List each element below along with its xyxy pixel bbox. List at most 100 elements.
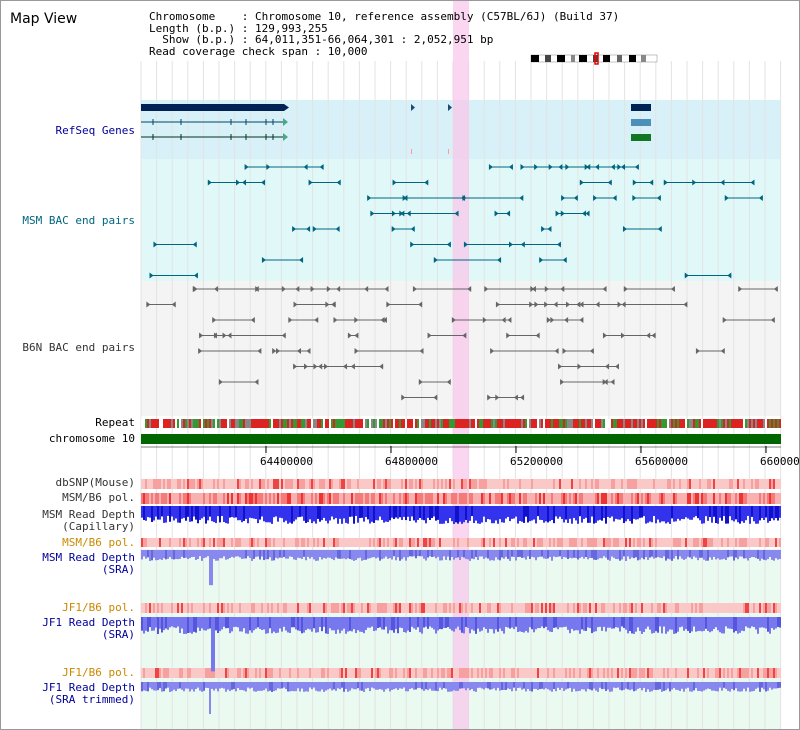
jf1-b6-pol-heat (581, 603, 583, 613)
msm-b6-pol-heat (757, 538, 759, 547)
msm-b6-pol-heat (313, 538, 315, 547)
jf1-depth-sra-bar (145, 617, 147, 631)
msm-b6-pol-heat (717, 538, 719, 547)
track-label-refseq[interactable]: RefSeq Genes (55, 124, 135, 137)
repeat-segment (269, 419, 271, 428)
jf1-b6-pol-heat (211, 603, 213, 613)
track-label-b6n-bac[interactable]: B6N BAC end pairs (22, 341, 135, 354)
jf1-b6-pol-heat (415, 603, 417, 613)
track-label-msm-depth-capillary[interactable]: MSM Read Depth (Capillary) (42, 508, 135, 533)
jf1-b6-pol-heat (775, 668, 777, 678)
msm-b6-pol-heat (293, 493, 295, 504)
b6n-bac-end (529, 301, 534, 308)
track-label-jf1-depth-trimmed[interactable]: JF1 Read Depth (SRA trimmed) (42, 681, 135, 706)
msm-b6-pol-heat (307, 538, 309, 547)
msm-b6-pol-heat (625, 538, 627, 547)
jf1-depth-trimmed-bar (555, 682, 557, 692)
repeat-segment (707, 419, 709, 428)
msm-depth-sra-bar (775, 550, 777, 559)
repeat-segment (233, 419, 235, 428)
msm-b6-pol-heat (697, 493, 699, 504)
jf1-b6-pol-heat (277, 603, 279, 613)
jf1-depth-sra-bar (749, 617, 751, 629)
msm-depth-sra-bar (227, 550, 229, 560)
jf1-depth-trimmed-bar (657, 682, 659, 690)
jf1-depth-trimmed-bar (355, 682, 357, 690)
msm-depth-sra-bar (591, 550, 593, 558)
msm-depth-capillary-bar (521, 506, 523, 522)
msm-b6-pol-heat (615, 538, 617, 547)
jf1-depth-sra-bar (697, 617, 699, 632)
msm-b6-pol-heat (655, 493, 657, 504)
msm-depth-capillary-bar (377, 506, 379, 521)
msm-depth-capillary-bar (151, 506, 153, 523)
msm-depth-sra-bar (537, 550, 539, 558)
track-label-jf1-b6-pol-2[interactable]: JF1/B6 pol. (62, 666, 135, 679)
jf1-b6-pol-heat (623, 603, 625, 613)
jf1-b6-pol-heat (245, 668, 247, 678)
msm-depth-capillary-bar (613, 506, 615, 522)
jf1-depth-sra-bar (391, 617, 393, 631)
jf1-b6-pol-heat (543, 668, 545, 678)
jf1-depth-sra-bar (567, 617, 569, 630)
track-label-dbsnp[interactable]: dbSNP(Mouse) (55, 476, 135, 489)
dbsnp-heat (339, 479, 341, 489)
jf1-depth-trimmed-bar (741, 682, 743, 692)
repeat-segment (539, 419, 541, 428)
jf1-depth-trimmed-bar (715, 682, 717, 692)
dbsnp-heat (493, 479, 495, 489)
msm-bac-end (556, 241, 561, 248)
b6n-bac-end (427, 332, 432, 339)
msm-b6-pol-heat (439, 493, 441, 504)
jf1-b6-pol-heat (589, 603, 591, 613)
msm-b6-pol-heat (473, 538, 475, 547)
dbsnp-heat (661, 479, 663, 489)
jf1-b6-pol-heat (241, 603, 243, 613)
dbsnp-heat (671, 479, 673, 489)
msm-b6-pol-heat (339, 493, 341, 504)
dbsnp-heat (667, 479, 669, 489)
track-label-jf1-b6-pol-1[interactable]: JF1/B6 pol. (62, 601, 135, 614)
jf1-depth-sra-bar (673, 617, 675, 634)
repeat-segment (701, 419, 703, 428)
repeat-segment (285, 419, 287, 428)
b6n-bac-end (462, 332, 467, 339)
msm-depth-capillary-bar (709, 506, 711, 518)
msm-depth-capillary-bar (331, 506, 333, 517)
jf1-depth-sra-bar (177, 617, 179, 627)
dbsnp-heat (505, 479, 507, 489)
jf1-depth-trimmed-bar (535, 682, 537, 689)
track-label-jf1-depth-sra[interactable]: JF1 Read Depth (SRA) (42, 616, 135, 641)
repeat-segment (411, 419, 413, 428)
jf1-b6-pol-heat (569, 603, 571, 613)
repeat-segment (439, 419, 441, 428)
msm-depth-capillary-bar (239, 506, 241, 521)
jf1-depth-sra-bar (435, 617, 437, 634)
track-label-repeat[interactable]: Repeat (95, 416, 135, 429)
b6n-bac-end (276, 348, 281, 354)
track-label-msm-b6-pol-1[interactable]: MSM/B6 pol. (62, 491, 135, 504)
jf1-depth-sra-bar (655, 617, 657, 632)
track-label-msm-b6-pol-2[interactable]: MSM/B6 pol. (62, 536, 135, 549)
msm-depth-capillary-bar (479, 506, 481, 524)
msm-depth-capillary-bar (553, 506, 555, 524)
track-label-msm-depth-sra[interactable]: MSM Read Depth (SRA) (42, 551, 135, 576)
jf1-b6-pol-heat (269, 603, 271, 613)
msm-depth-sra-bar (531, 550, 533, 557)
msm-b6-pol-heat (767, 538, 769, 547)
jf1-depth-trimmed-bar (591, 682, 593, 691)
jf1-b6-pol-heat (665, 603, 667, 613)
msm-depth-sra-bar (451, 550, 453, 558)
jf1-depth-trimmed-bar (601, 682, 603, 690)
jf1-depth-sra-bar (303, 617, 305, 633)
jf1-depth-sra-bar (581, 617, 583, 630)
jf1-depth-trimmed-bar (233, 682, 235, 690)
msm-depth-sra-bar (375, 550, 377, 559)
track-label-msm-bac[interactable]: MSM BAC end pairs (22, 214, 135, 227)
msm-b6-pol-heat (511, 493, 513, 504)
msm-depth-sra-bar (575, 550, 577, 559)
refseq-gene-arrow (283, 133, 288, 141)
msm-depth-sra-bar (773, 550, 775, 561)
dbsnp-heat (249, 479, 251, 489)
